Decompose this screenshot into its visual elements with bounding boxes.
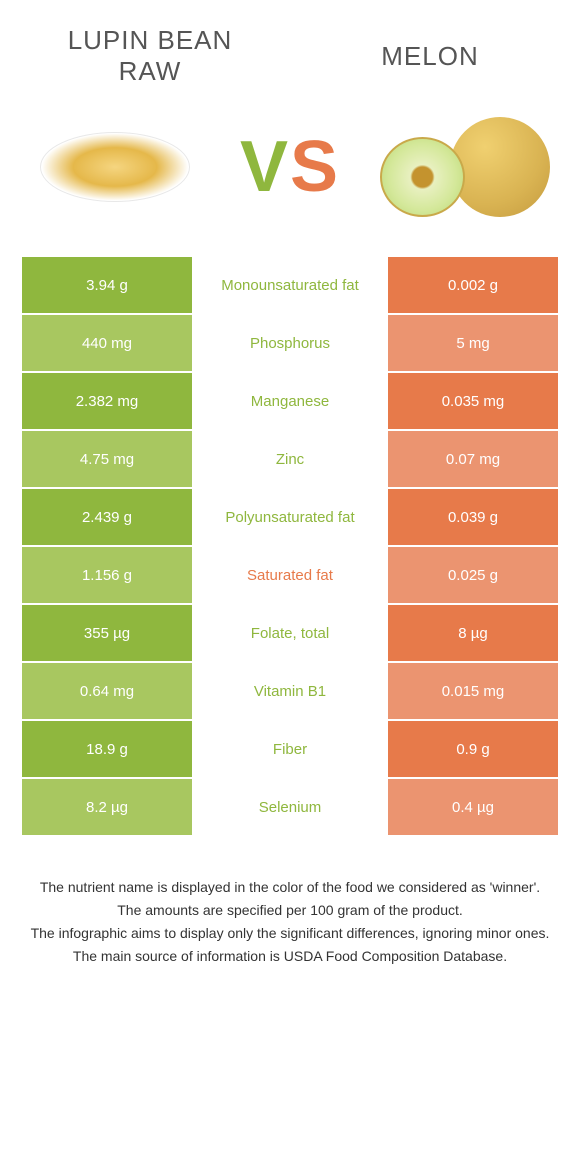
value-right: 0.015 mg [388,663,558,719]
vs-label: VS [240,126,340,208]
footer-line: The nutrient name is displayed in the co… [30,877,550,898]
value-left: 2.439 g [22,489,192,545]
value-right: 0.025 g [388,547,558,603]
nutrient-label: Phosphorus [192,315,388,371]
value-left: 355 µg [22,605,192,661]
food-title-right: MELON [330,41,530,72]
nutrient-label: Vitamin B1 [192,663,388,719]
nutrient-label: Saturated fat [192,547,388,603]
value-right: 0.039 g [388,489,558,545]
table-row: 3.94 gMonounsaturated fat0.002 g [22,257,558,313]
nutrient-label: Folate, total [192,605,388,661]
value-left: 1.156 g [22,547,192,603]
footer-notes: The nutrient name is displayed in the co… [0,837,580,967]
nutrient-table: 3.94 gMonounsaturated fat0.002 g440 mgPh… [0,257,580,835]
value-right: 8 µg [388,605,558,661]
value-left: 3.94 g [22,257,192,313]
nutrient-label: Zinc [192,431,388,487]
value-right: 0.002 g [388,257,558,313]
nutrient-label: Selenium [192,779,388,835]
food-image-right [380,107,550,227]
nutrient-label: Polyunsaturated fat [192,489,388,545]
value-left: 4.75 mg [22,431,192,487]
table-row: 1.156 gSaturated fat0.025 g [22,547,558,603]
value-right: 0.9 g [388,721,558,777]
table-row: 2.382 mgManganese0.035 mg [22,373,558,429]
value-right: 0.035 mg [388,373,558,429]
footer-line: The main source of information is USDA F… [30,946,550,967]
value-left: 0.64 mg [22,663,192,719]
value-right: 5 mg [388,315,558,371]
table-row: 8.2 µgSelenium0.4 µg [22,779,558,835]
header: LUPIN BEANRAW MELON [0,0,580,97]
nutrient-label: Monounsaturated fat [192,257,388,313]
lupin-bean-icon [40,132,190,202]
table-row: 355 µgFolate, total8 µg [22,605,558,661]
value-left: 440 mg [22,315,192,371]
food-image-left [30,107,200,227]
footer-line: The amounts are specified per 100 gram o… [30,900,550,921]
nutrient-label: Manganese [192,373,388,429]
nutrient-label: Fiber [192,721,388,777]
vs-s: S [290,127,340,207]
table-row: 0.64 mgVitamin B10.015 mg [22,663,558,719]
table-row: 440 mgPhosphorus5 mg [22,315,558,371]
footer-line: The infographic aims to display only the… [30,923,550,944]
value-left: 2.382 mg [22,373,192,429]
table-row: 2.439 gPolyunsaturated fat0.039 g [22,489,558,545]
food-title-left: LUPIN BEANRAW [50,25,250,87]
images-row: VS [0,97,580,257]
table-row: 4.75 mgZinc0.07 mg [22,431,558,487]
table-row: 18.9 gFiber0.9 g [22,721,558,777]
melon-icon [380,107,550,227]
vs-v: V [240,127,290,207]
value-right: 0.07 mg [388,431,558,487]
value-left: 18.9 g [22,721,192,777]
value-right: 0.4 µg [388,779,558,835]
value-left: 8.2 µg [22,779,192,835]
